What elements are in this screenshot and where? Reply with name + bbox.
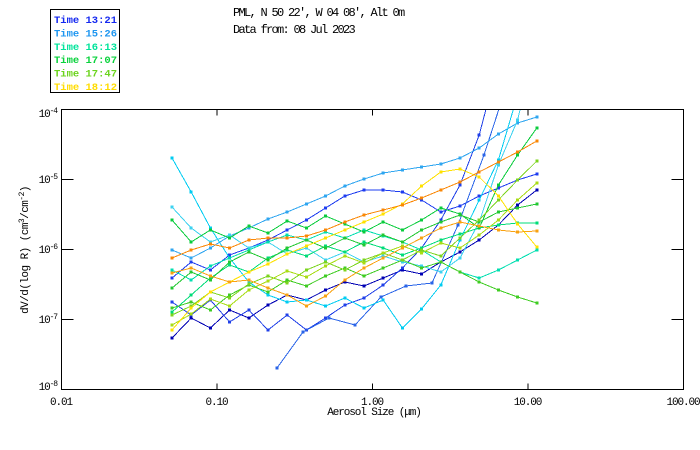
svg-text:Time 13:21: Time 13:21 [54,15,117,27]
svg-text:10-4: 10-4 [39,107,59,121]
svg-text:10-7: 10-7 [39,313,59,327]
svg-text:Time 15:26: Time 15:26 [54,28,117,40]
svg-text:Time 18:12: Time 18:12 [54,82,117,94]
svg-text:100.00: 100.00 [666,397,700,409]
svg-text:Aerosol Size (μm): Aerosol Size (μm) [327,407,421,419]
svg-text:1.00: 1.00 [361,397,384,409]
svg-text:Time 17:47: Time 17:47 [54,69,117,81]
svg-text:dV/d(log R) (cm3/cm-2): dV/d(log R) (cm3/cm-2) [18,186,32,314]
svg-text:10-8: 10-8 [39,380,59,394]
svg-text:0.01: 0.01 [50,397,74,409]
svg-text:Time 16:13: Time 16:13 [54,42,117,54]
svg-text:Data from: 08 Jul 2023: Data from: 08 Jul 2023 [233,23,356,37]
svg-text:10.00: 10.00 [514,397,542,409]
svg-text:10-6: 10-6 [39,243,59,257]
svg-text:10-5: 10-5 [39,173,59,187]
svg-text:0.10: 0.10 [205,397,228,409]
svg-text:PML, N 50 22', W 04 08', Alt 0: PML, N 50 22', W 04 08', Alt 0m [233,6,405,20]
svg-text:Time 17:07: Time 17:07 [54,55,117,67]
